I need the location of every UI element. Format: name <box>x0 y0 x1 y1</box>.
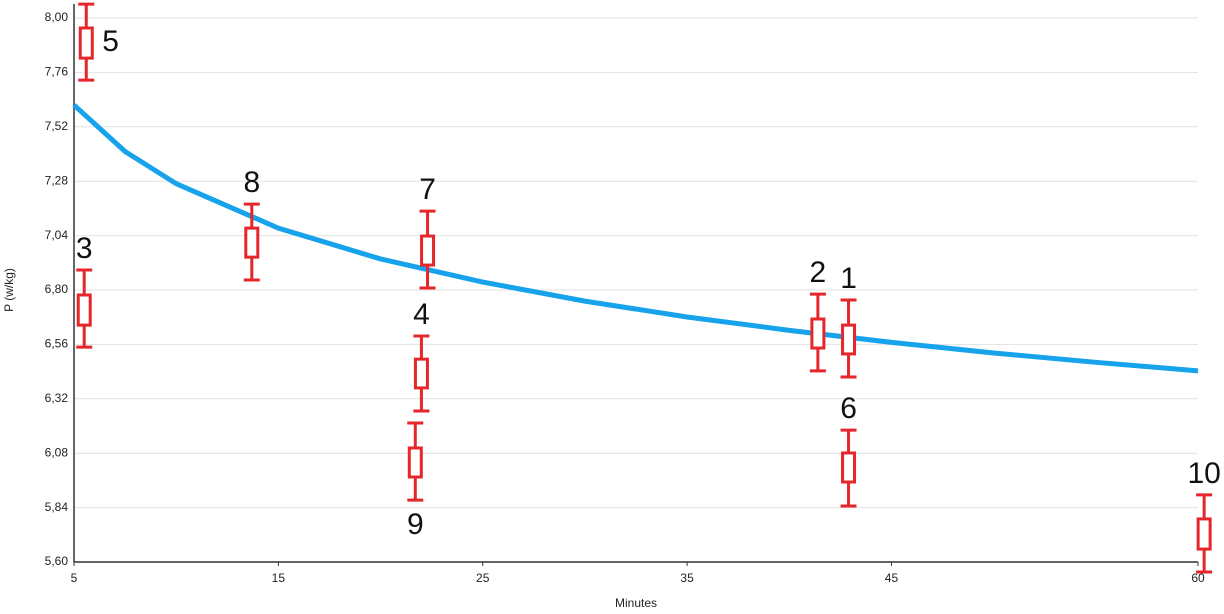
x-tick-label: 35 <box>680 571 694 585</box>
box <box>841 451 857 484</box>
point-label: 8 <box>243 166 260 199</box>
x-tick-label: 25 <box>476 571 490 585</box>
y-tick-label: 6,08 <box>45 445 69 459</box>
point-label: 10 <box>1187 457 1220 490</box>
y-tick-label: 7,52 <box>45 119 69 133</box>
y-tick-label: 8,00 <box>45 10 69 24</box>
y-tick-label: 6,56 <box>45 337 69 351</box>
point-label: 4 <box>413 298 430 331</box>
box <box>810 317 826 350</box>
box <box>78 26 94 60</box>
y-tick-label: 6,80 <box>45 282 69 296</box>
fit-curve <box>72 103 1199 374</box>
point-label: 7 <box>419 173 436 206</box>
y-tick-label: 7,04 <box>45 228 69 242</box>
box <box>413 357 429 390</box>
point-label: 6 <box>840 392 857 425</box>
y-tick-label: 7,28 <box>45 173 69 187</box>
y-axis-label: P (w/kg) <box>2 268 16 312</box>
point-label: 9 <box>407 508 424 541</box>
point-label: 2 <box>810 256 827 289</box>
box <box>1196 517 1212 551</box>
x-tick-label: 5 <box>71 571 78 585</box>
y-tick-label: 6,32 <box>45 391 69 405</box>
x-tick-label: 60 <box>1191 571 1205 585</box>
point-label: 3 <box>76 232 93 265</box>
x-axis-label: Minutes <box>615 596 657 610</box>
point-label: 1 <box>840 262 857 295</box>
box <box>420 234 436 267</box>
x-tick-label: 45 <box>885 571 899 585</box>
box <box>76 293 92 327</box>
y-tick-label: 5,84 <box>45 500 69 514</box>
box <box>841 323 857 356</box>
box <box>244 226 260 259</box>
y-tick-label: 7,76 <box>45 65 69 79</box>
box <box>407 446 423 479</box>
y-tick-label: 5,60 <box>45 554 69 568</box>
x-tick-label: 15 <box>272 571 286 585</box>
point-label: 5 <box>102 25 119 58</box>
